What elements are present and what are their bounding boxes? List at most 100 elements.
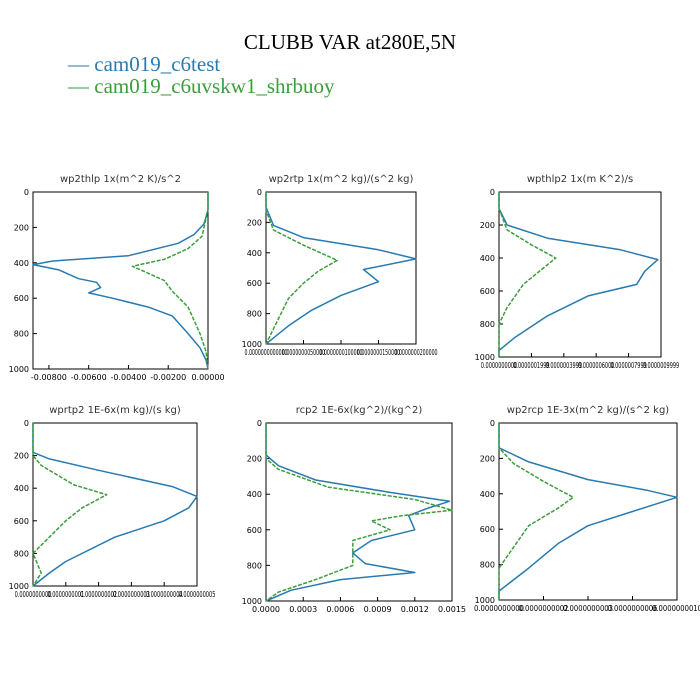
panel-4-ytick-label: 0 (257, 419, 262, 428)
panel-1-title: wp2rtp 1x(m^2 kg)/(s^2 kg) (269, 174, 414, 185)
panel-5-ytick-label: 800 (480, 561, 495, 570)
panel-4-ytick-label: 600 (247, 526, 262, 535)
panel-3-xtick-label: 0.0000000001 (47, 590, 84, 599)
panel-4-title: rcp2 1E-6x(kg^2)/(kg^2) (296, 405, 423, 416)
panel-4-xtick-label: 0.0000 (252, 605, 280, 614)
panel-4-ytick-label: 800 (247, 561, 262, 570)
panel-3-series-shrbuoy (32, 423, 108, 587)
panel-4-xtick-label: 0.0009 (364, 605, 392, 614)
panel-1-ytick-label: 0 (257, 188, 262, 197)
panel-3-frame (32, 422, 198, 587)
panel-0-ytick-label: 600 (14, 294, 29, 303)
panel-0-ytick-label: 400 (14, 259, 29, 268)
panel-2-xtick-label: 0.0000000000 (481, 361, 517, 370)
panel-0-xtick-label: 0.00000 (191, 373, 224, 382)
panel-4-ytick-label: 1000 (242, 597, 262, 606)
panel-0-ytick-label: 800 (14, 330, 29, 339)
panel-4-xtick-label: 0.0012 (401, 605, 429, 614)
panel-2-ytick-label: 600 (480, 287, 495, 296)
panel-5-ytick-label: 200 (480, 454, 495, 463)
panel-5-series-shrbuoy (498, 423, 574, 600)
panel-1-ytick-label: 400 (247, 249, 262, 258)
panel-5-ytick-label: 0 (490, 419, 495, 428)
panel-5-title: wp2rcp 1E-3x(m^2 kg)/(s^2 kg) (507, 405, 670, 416)
panel-5-xtick-label: 0.0000000003 (563, 604, 613, 613)
panel-1-series-c6test (265, 192, 417, 345)
panel-5-series-c6test (498, 423, 678, 600)
panel-0-ytick-label: 1000 (9, 365, 29, 374)
panel-3-ytick-label: 200 (14, 452, 29, 461)
panel-3-series-c6test (32, 423, 198, 587)
panel-5-xtick-label: 0.0000000000 (474, 604, 524, 613)
panel-0-xtick-label: -0.00600 (71, 373, 107, 382)
panel-2-ytick-label: 400 (480, 254, 495, 263)
panel-3-xtick-label: 0.0000000004 (146, 590, 183, 599)
panel-3-xtick-label: 0.0000000005 (179, 590, 216, 599)
panel-5-xtick-label: 0.0000000010 (652, 604, 700, 613)
legend-label-shrbuoy: cam019_c6uvskw1_shrbuoy (94, 74, 335, 98)
legend-label-c6test: cam019_c6test (94, 52, 221, 76)
panel-2-xtick-label: 0.0000007999 (610, 361, 646, 370)
panel-1-ytick-label: 1000 (242, 340, 262, 349)
panel-4-series-shrbuoy (265, 423, 453, 602)
legend-line-shrbuoy: — (68, 74, 95, 98)
panel-3-xtick-label: 0.0000000002 (80, 590, 117, 599)
panel-1-xtick-label: 0.0000000100000 (320, 348, 363, 357)
panel-4-xtick-label: 0.0006 (326, 605, 354, 614)
panel-2-ytick-label: 200 (480, 221, 495, 230)
panel-1-xtick-label: 0.0000000150000 (357, 348, 400, 357)
panel-2-ytick-label: 1000 (475, 353, 495, 362)
panel-1-ytick-label: 200 (247, 218, 262, 227)
panel-0-xtick-label: -0.00200 (150, 373, 186, 382)
panel-2-ytick-label: 800 (480, 320, 495, 329)
figure-title: CLUBB VAR at280E,5N (243, 30, 457, 54)
panel-1-frame (265, 191, 417, 345)
panel-3-xtick-label: 0.0000000000 (15, 590, 52, 599)
panel-2-title: wpthlp2 1x(m K^2)/s (527, 174, 633, 185)
legend-entry-c6test: — cam019_c6test (68, 52, 220, 77)
panel-5-xtick-label: 0.0000000006 (608, 604, 658, 613)
panel-0-frame (32, 191, 209, 370)
panel-0-ytick-label: 0 (24, 188, 29, 197)
panel-4-ytick-label: 200 (247, 455, 262, 464)
panel-1-xtick-label: 0.0000000000000 (245, 348, 288, 357)
legend-line-c6test: — (68, 52, 95, 76)
panel-1-xtick-label: 0.0000000050000 (282, 348, 325, 357)
panel-3-ytick-label: 800 (14, 549, 29, 558)
panel-0-series-c6test (32, 192, 209, 370)
legend-entry-shrbuoy: — cam019_c6uvskw1_shrbuoy (68, 74, 335, 99)
panel-4-xtick-label: 0.0003 (289, 605, 317, 614)
panel-1-ytick-label: 600 (247, 279, 262, 288)
panel-2-xtick-label: 0.0000009999 (643, 361, 679, 370)
panel-4-ytick-label: 400 (247, 490, 262, 499)
panel-0-series-shrbuoy (131, 192, 209, 370)
panel-1-series-shrbuoy (265, 192, 339, 345)
panel-2-series-shrbuoy (498, 192, 557, 357)
panel-0-ytick-label: 200 (14, 223, 29, 232)
panel-3-ytick-label: 600 (14, 517, 29, 526)
panel-2-series-c6test (498, 192, 659, 357)
panel-3-ytick-label: 1000 (9, 582, 29, 591)
panel-4-series-c6test (265, 423, 451, 602)
panel-2-ytick-label: 0 (490, 188, 495, 197)
panel-5-ytick-label: 1000 (475, 596, 495, 605)
panel-2-xtick-label: 0.0000006000 (578, 361, 614, 370)
panel-0-xtick-label: -0.00800 (31, 373, 67, 382)
panel-5-frame (498, 422, 678, 601)
panel-1-xtick-label: 0.0000000200000 (395, 348, 438, 357)
panel-3-xtick-label: 0.0000000003 (113, 590, 150, 599)
panel-5-ytick-label: 600 (480, 525, 495, 534)
panel-1-ytick-label: 800 (247, 310, 262, 319)
panel-4-frame (265, 422, 453, 602)
panel-2-xtick-label: 0.0000003999 (546, 361, 582, 370)
panel-5-ytick-label: 400 (480, 490, 495, 499)
panel-2-frame (498, 191, 662, 358)
panel-0-title: wp2thlp 1x(m^2 K)/s^2 (60, 174, 181, 185)
panel-0-xtick-label: -0.00400 (110, 373, 146, 382)
panel-3-title: wprtp2 1E-6x(m kg)/(s kg) (49, 405, 181, 416)
panel-5-xtick-label: 0.0000000002 (519, 604, 569, 613)
panel-2-xtick-label: 0.0000001999 (513, 361, 549, 370)
panel-3-ytick-label: 0 (24, 419, 29, 428)
panel-4-xtick-label: 0.0015 (438, 605, 466, 614)
